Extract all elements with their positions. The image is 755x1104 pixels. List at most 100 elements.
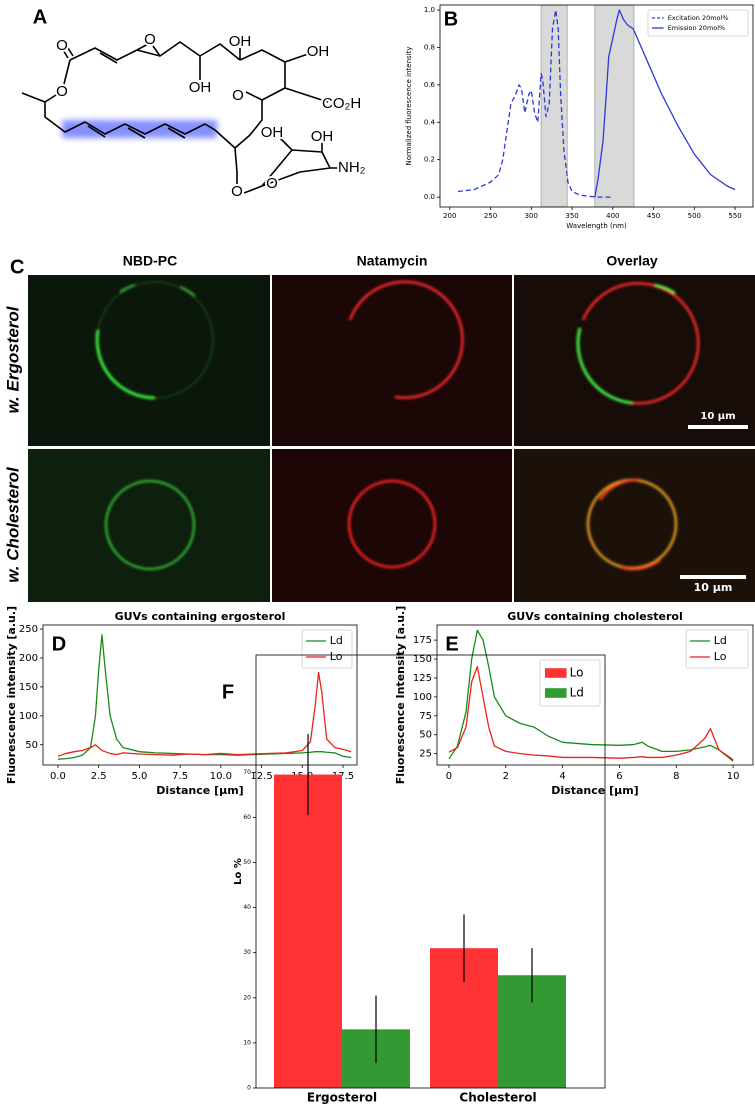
- y-tick-label: 175: [413, 635, 432, 646]
- x-tick-label: 350: [565, 212, 578, 220]
- chart: 501001502002500.02.55.07.510.012.515.017…: [5, 606, 358, 797]
- axes-frame: [439, 4, 754, 208]
- structure: A O O O OH OH OH O CO₂H OH OH NH₂ O O: [21, 6, 368, 202]
- legend-swatch: [545, 668, 567, 678]
- legend-label: Ld: [714, 634, 727, 647]
- panel-label: E: [445, 633, 458, 655]
- x-tick-label: 10.0: [210, 771, 232, 782]
- y-tick-label: 75: [419, 711, 432, 722]
- legend-label: Ld: [330, 634, 343, 647]
- series-line: [457, 9, 613, 198]
- x-tick-label: 17.5: [332, 771, 354, 782]
- image: [272, 275, 512, 446]
- y-tick-label: 50: [419, 730, 432, 741]
- vesicle-arc: [95, 329, 156, 400]
- column-header: Overlay: [606, 253, 658, 269]
- column-header: Natamycin: [357, 253, 428, 269]
- atom-label: O: [266, 175, 278, 192]
- vesicle: [104, 479, 196, 571]
- y-axis-label: Normalized fluorescence intensity: [405, 46, 413, 165]
- legend-label: Lo: [570, 666, 584, 680]
- x-tick-label: Cholesterol: [459, 1091, 536, 1104]
- scale-bar: [688, 425, 748, 429]
- y-tick-label: 0: [247, 1085, 251, 1092]
- series-line: [448, 629, 734, 762]
- vesicle-arc: [576, 327, 633, 405]
- x-tick-label: 450: [647, 212, 660, 220]
- y-tick-label: 60: [243, 814, 251, 821]
- chart: 0.0 0.2 0.4 0.6 0.8 1.0 200 250 300 350 400 450 500 5…: [405, 4, 754, 230]
- y-tick-label: 100: [19, 711, 38, 722]
- y-tick-label: 50: [25, 740, 38, 751]
- panel-label: C: [10, 256, 24, 278]
- x-tick-label: 8: [673, 771, 679, 782]
- vesicle-arc: [348, 280, 464, 399]
- image: [272, 449, 512, 602]
- vesicle-arc: [581, 282, 700, 405]
- x-tick-label: 7.5: [172, 771, 188, 782]
- atom-label: OH: [229, 33, 252, 50]
- legend-label: Lo: [330, 650, 343, 663]
- legend-label: Excitation 20mol%: [668, 14, 729, 22]
- x-tick-label: 400: [606, 212, 619, 220]
- x-tick-label: 300: [525, 212, 538, 220]
- y-tick-label: 0.0: [424, 193, 435, 201]
- image: [514, 449, 755, 602]
- legend-swatch: [545, 688, 567, 698]
- y-tick-label: 0.4: [424, 118, 436, 126]
- x-tick-label: 10: [727, 771, 740, 782]
- x-tick-label: 550: [728, 212, 741, 220]
- x-tick-label: 200: [443, 212, 456, 220]
- image: [514, 275, 755, 446]
- bar: [274, 774, 342, 1088]
- x-tick-label: 4: [559, 771, 565, 782]
- y-axis-label: Fluorescence Intensity [a.u.]: [394, 606, 407, 784]
- y-axis-label: Fluorescence intensity [a.u.]: [5, 606, 18, 784]
- axes-frame: [436, 624, 754, 766]
- y-tick-label: 0.8: [424, 43, 435, 51]
- scale-bar-label: 10 µm: [700, 411, 735, 422]
- image: [28, 275, 270, 446]
- bonds: [21, 41, 344, 194]
- shaded-region: [594, 4, 635, 208]
- x-axis-label: Wavelength (nm): [566, 222, 627, 230]
- x-axis-label: Distance [µm]: [156, 784, 243, 797]
- panel-label: A: [33, 6, 47, 28]
- atom-label: CO₂H: [322, 95, 361, 112]
- vesicle-arc: [654, 283, 676, 295]
- atom-label: NH₂: [338, 159, 366, 176]
- x-axis-label: Distance [µm]: [551, 784, 638, 797]
- y-tick-label: 250: [19, 624, 38, 635]
- legend-box: [685, 629, 749, 669]
- y-tick-label: 0.6: [424, 81, 436, 89]
- atom-label: OH: [261, 124, 284, 141]
- row-label: w. Cholesterol: [3, 466, 22, 583]
- x-tick-label: 0.0: [50, 771, 66, 782]
- legend-label: Lo: [714, 650, 727, 663]
- y-tick-label: 10: [243, 1039, 251, 1046]
- atom-label: O: [232, 87, 244, 104]
- column-header: NBD-PC: [123, 253, 177, 269]
- x-tick-label: 12.5: [250, 771, 272, 782]
- y-tick-label: 0.2: [424, 156, 435, 164]
- scale-bar: [680, 575, 746, 579]
- y-tick-label: 40: [243, 904, 251, 911]
- legend-box: [647, 9, 749, 37]
- y-tick-label: 150: [413, 654, 432, 665]
- atom-label: OH: [311, 128, 334, 145]
- panel-label: D: [52, 633, 66, 655]
- atom-label: O: [56, 83, 68, 100]
- y-tick-label: 100: [413, 692, 432, 703]
- y-tick-label: 20: [243, 994, 251, 1001]
- x-tick-label: 500: [688, 212, 701, 220]
- atom-label: O: [144, 31, 156, 48]
- chart: 25 50 75 100 125 150 175 0 2 4 6 8 10 GUVs containing…: [394, 606, 754, 797]
- x-tick-label: 5.0: [131, 771, 147, 782]
- y-tick-label: 25: [419, 749, 432, 760]
- x-tick-label: 6: [616, 771, 622, 782]
- vesicle-arc: [598, 478, 661, 571]
- atom-label: O: [56, 37, 68, 54]
- series-line: [448, 665, 734, 761]
